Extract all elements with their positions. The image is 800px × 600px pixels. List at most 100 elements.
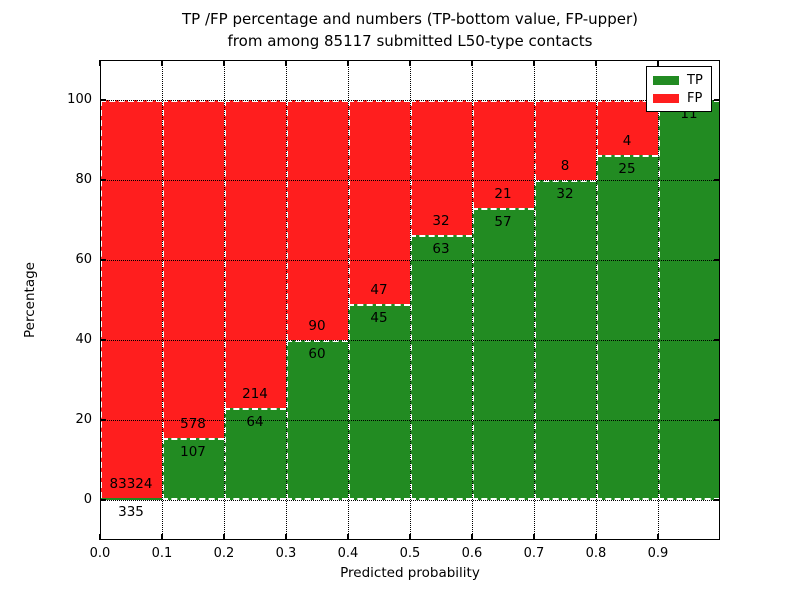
tp-bar-segment: [100, 498, 162, 500]
chart-title-line2: from among 85117 submitted L50-type cont…: [227, 32, 593, 50]
fp-legend-swatch-icon: [653, 93, 679, 103]
v-gridline: [472, 60, 473, 540]
x-tick-mark: [347, 534, 349, 540]
x-axis-label: Predicted probability: [340, 565, 480, 581]
fp-bar-segment: [534, 100, 596, 180]
x-tick-mark: [223, 534, 225, 540]
tp-count-label: 63: [432, 240, 450, 257]
x-tick-label: 0.1: [151, 546, 173, 561]
legend-label-fp: FP: [687, 90, 703, 106]
tp-count-label: 57: [494, 213, 512, 230]
v-gridline: [286, 60, 287, 540]
tp-bar-segment: [224, 407, 286, 500]
v-gridline: [534, 60, 535, 540]
chart-title-line1: TP /FP percentage and numbers (TP-bottom…: [182, 10, 638, 28]
fp-count-label: 214: [242, 385, 268, 402]
x-tick-label: 0.9: [647, 546, 669, 561]
x-tick-label: 0.2: [213, 546, 235, 561]
x-tick-mark-top: [409, 60, 411, 66]
y-tick-label: 80: [75, 172, 92, 187]
y-tick-mark: [100, 499, 106, 501]
legend-item-fp: FP: [653, 92, 705, 105]
y-tick-label: 20: [75, 412, 92, 427]
tp-count-label: 45: [370, 310, 388, 327]
y-tick-mark-right: [714, 99, 720, 101]
y-tick-mark: [100, 99, 106, 101]
y-tick-label: 0: [83, 492, 92, 507]
x-tick-mark-top: [161, 60, 163, 66]
v-gridline: [224, 60, 225, 540]
tp-count-label: 335: [118, 504, 144, 521]
fp-count-label: 90: [308, 318, 326, 334]
v-gridline: [348, 60, 349, 540]
x-tick-mark-top: [347, 60, 349, 66]
tp-count-label: 25: [618, 161, 636, 178]
y-tick-mark: [100, 339, 106, 341]
x-tick-mark: [533, 534, 535, 540]
tp-bar-segment: [472, 207, 534, 500]
x-tick-label: 0.5: [399, 546, 421, 561]
tp-count-label: 64: [246, 413, 264, 430]
x-tick-mark: [285, 534, 287, 540]
legend-label-tp: TP: [687, 72, 703, 88]
x-tick-mark-top: [471, 60, 473, 66]
tp-count-label: 107: [180, 443, 206, 460]
tp-bar-segment: [658, 100, 720, 500]
y-tick-mark: [100, 179, 106, 181]
x-tick-mark: [657, 534, 659, 540]
x-tick-label: 0.7: [523, 546, 545, 561]
x-tick-label: 0.0: [89, 546, 111, 561]
tp-bar-segment: [162, 437, 224, 500]
y-tick-label: 100: [67, 92, 92, 107]
fp-bar-segment: [286, 100, 348, 340]
v-gridline: [658, 60, 659, 540]
x-tick-mark: [409, 534, 411, 540]
tp-bar-segment: [410, 234, 472, 500]
tp-legend-swatch-icon: [653, 75, 679, 85]
fp-count-label: 578: [180, 415, 206, 432]
y-tick-mark-right: [714, 179, 720, 181]
tp-bar-segment: [348, 304, 410, 500]
fp-count-label: 32: [432, 212, 450, 229]
v-gridline: [162, 60, 163, 540]
x-tick-mark-top: [99, 60, 101, 66]
legend-item-tp: TP: [653, 74, 705, 87]
y-tick-label: 40: [75, 332, 92, 347]
y-tick-mark-right: [714, 419, 720, 421]
legend: TP FP: [646, 66, 712, 112]
v-gridline: [410, 60, 411, 540]
x-tick-mark-top: [533, 60, 535, 66]
y-tick-label: 60: [75, 252, 92, 267]
fp-count-label: 21: [494, 185, 512, 202]
y-tick-mark: [100, 419, 106, 421]
v-gridline: [596, 60, 597, 540]
tp-bar-segment: [596, 155, 658, 500]
fp-bar-segment: [162, 100, 224, 438]
tp-count-label: 60: [308, 346, 326, 362]
fp-count-label: 47: [370, 282, 388, 299]
y-tick-mark-right: [714, 339, 720, 341]
fp-bar-segment: [348, 100, 410, 305]
x-tick-mark: [595, 534, 597, 540]
x-tick-mark-top: [285, 60, 287, 66]
fp-count-label: 8: [560, 158, 570, 174]
x-tick-label: 0.6: [461, 546, 483, 561]
y-tick-mark-right: [714, 499, 720, 501]
x-tick-label: 0.4: [337, 546, 359, 561]
y-tick-mark-right: [714, 259, 720, 261]
x-tick-mark-top: [595, 60, 597, 66]
fp-bar-segment: [224, 100, 286, 408]
fp-bar-segment: [410, 100, 472, 235]
x-tick-label: 0.3: [275, 546, 297, 561]
x-tick-mark: [161, 534, 163, 540]
fp-count-label: 4: [622, 133, 632, 150]
x-tick-label: 0.8: [585, 546, 607, 561]
x-tick-mark: [471, 534, 473, 540]
y-axis-label: Percentage: [22, 262, 38, 338]
x-tick-mark-top: [223, 60, 225, 66]
fp-bar-segment: [100, 100, 162, 499]
tp-count-label: 32: [556, 186, 574, 202]
x-tick-mark: [99, 534, 101, 540]
fp-count-label: 83324: [109, 476, 153, 493]
